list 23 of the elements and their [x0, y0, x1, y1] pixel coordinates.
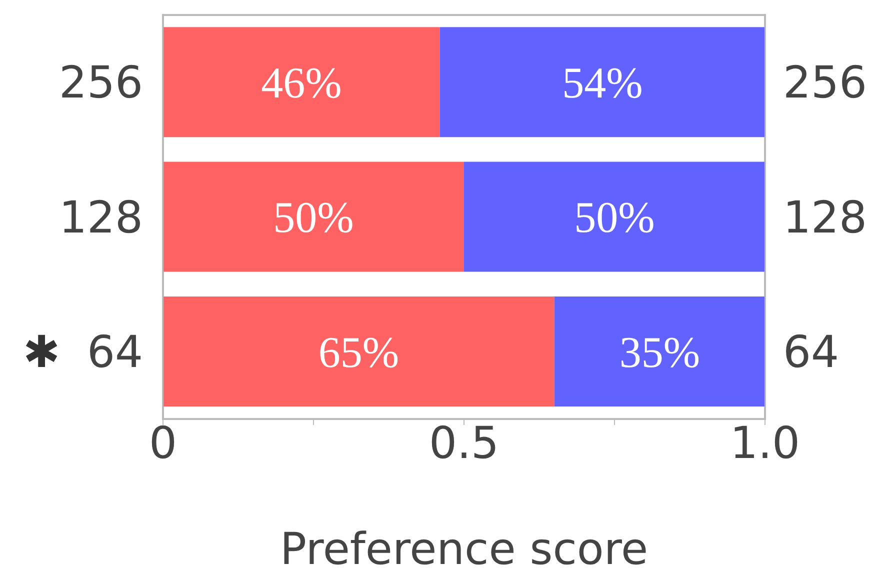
- x-tick-label: 0: [149, 418, 177, 470]
- data-label: 65%: [318, 328, 399, 377]
- data-label: 50%: [273, 193, 354, 242]
- bar: [163, 296, 554, 406]
- x-tick-label: 1.0: [730, 418, 800, 470]
- bar: [440, 27, 765, 138]
- y-tick-label: 64: [783, 327, 839, 378]
- category-label: 256: [59, 58, 143, 109]
- x-tick-label: 0.5: [429, 418, 499, 470]
- bar: [554, 296, 765, 406]
- text: ✱: [23, 327, 60, 378]
- y-tick-label: 128: [783, 192, 867, 244]
- bar: [163, 27, 440, 138]
- data-label: 46%: [261, 58, 342, 108]
- data-label: 54%: [562, 58, 643, 108]
- bar: [163, 162, 464, 272]
- data-label: 50%: [574, 193, 655, 242]
- category-label: 128: [59, 192, 143, 244]
- bar: [464, 162, 765, 272]
- data-label: 35%: [619, 328, 700, 377]
- x-axis-title: Preference score: [280, 524, 648, 574]
- y-tick-label: 256: [783, 58, 867, 109]
- category-label: 64: [87, 327, 143, 378]
